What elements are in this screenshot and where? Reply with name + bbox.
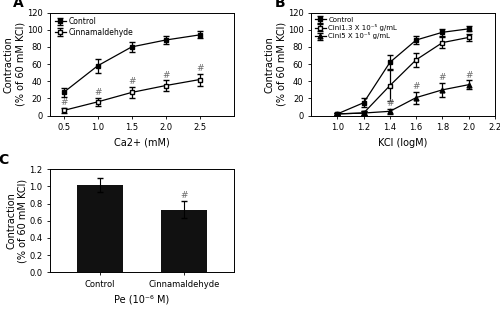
X-axis label: Pe (10⁻⁶ M): Pe (10⁻⁶ M) bbox=[114, 295, 170, 305]
Text: #: # bbox=[162, 70, 170, 80]
Bar bbox=[160, 210, 206, 272]
Text: #: # bbox=[386, 99, 394, 108]
Y-axis label: Contraction
(% of 60 mM KCl): Contraction (% of 60 mM KCl) bbox=[4, 22, 25, 106]
Y-axis label: Contraction
(% of 60 mM KCl): Contraction (% of 60 mM KCl) bbox=[6, 179, 28, 263]
Text: #: # bbox=[465, 70, 472, 80]
Text: #: # bbox=[438, 73, 446, 82]
Text: C: C bbox=[0, 153, 9, 167]
Text: A: A bbox=[13, 0, 24, 10]
Text: #: # bbox=[94, 88, 102, 97]
Legend: Control, Cini1.3 X 10⁻⁵ g/mL, Cini5 X 10⁻⁵ g/mL: Control, Cini1.3 X 10⁻⁵ g/mL, Cini5 X 10… bbox=[314, 16, 398, 40]
Text: #: # bbox=[128, 77, 136, 86]
X-axis label: KCl (logM): KCl (logM) bbox=[378, 138, 428, 148]
Text: #: # bbox=[60, 98, 68, 107]
Y-axis label: Contraction
(% of 60 mM KCl): Contraction (% of 60 mM KCl) bbox=[264, 22, 286, 106]
Text: #: # bbox=[196, 64, 203, 73]
Text: #: # bbox=[412, 82, 420, 91]
Legend: Control, Cinnamaldehyde: Control, Cinnamaldehyde bbox=[54, 16, 134, 37]
Text: B: B bbox=[274, 0, 285, 10]
Bar bbox=[77, 185, 123, 272]
X-axis label: Ca2+ (mM): Ca2+ (mM) bbox=[114, 138, 170, 148]
Text: #: # bbox=[180, 191, 188, 200]
